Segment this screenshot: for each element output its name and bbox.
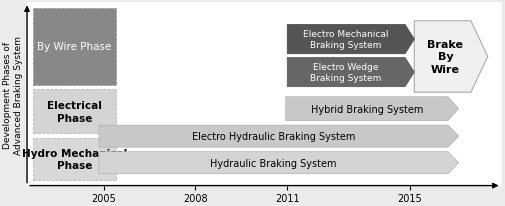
Text: Hydraulic Braking System: Hydraulic Braking System (210, 158, 337, 168)
Text: Hybrid Braking System: Hybrid Braking System (311, 104, 423, 114)
Polygon shape (287, 25, 414, 54)
Polygon shape (287, 58, 414, 87)
Bar (33, 90, 116, 134)
Text: By Wire Phase: By Wire Phase (37, 42, 112, 52)
Text: Electro Mechanical
Braking System: Electro Mechanical Braking System (304, 30, 389, 50)
Y-axis label: Development Phases of
Advanced Braking System: Development Phases of Advanced Braking S… (4, 35, 23, 154)
Text: Electro Hydraulic Braking System: Electro Hydraulic Braking System (192, 131, 355, 142)
Text: Electrical
Phase: Electrical Phase (47, 101, 102, 123)
Text: Hydro Mechanical
Phase: Hydro Mechanical Phase (22, 148, 127, 170)
Bar (33, 9, 116, 85)
Text: Electro Wedge
Braking System: Electro Wedge Braking System (311, 63, 382, 82)
Text: Brake
By
Wire: Brake By Wire (427, 40, 464, 75)
Bar (33, 138, 116, 180)
Polygon shape (286, 97, 459, 121)
Polygon shape (99, 152, 459, 174)
Polygon shape (414, 22, 488, 93)
Polygon shape (99, 125, 459, 147)
